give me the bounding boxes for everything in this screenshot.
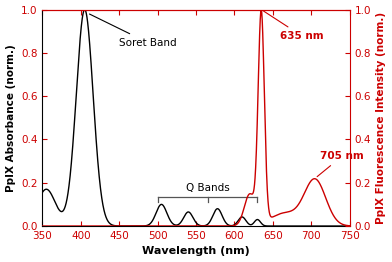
Text: Q Bands: Q Bands [186,183,229,193]
X-axis label: Wavelength (nm): Wavelength (nm) [142,247,250,256]
Text: 705 nm: 705 nm [317,151,364,177]
Text: 635 nm: 635 nm [263,11,324,41]
Text: Soret Band: Soret Band [89,14,177,48]
Y-axis label: PpIX Fluorescence Intensity (norm.): PpIX Fluorescence Intensity (norm.) [376,12,387,224]
Y-axis label: PpIX Absorbance (norm.): PpIX Absorbance (norm.) [5,44,16,192]
